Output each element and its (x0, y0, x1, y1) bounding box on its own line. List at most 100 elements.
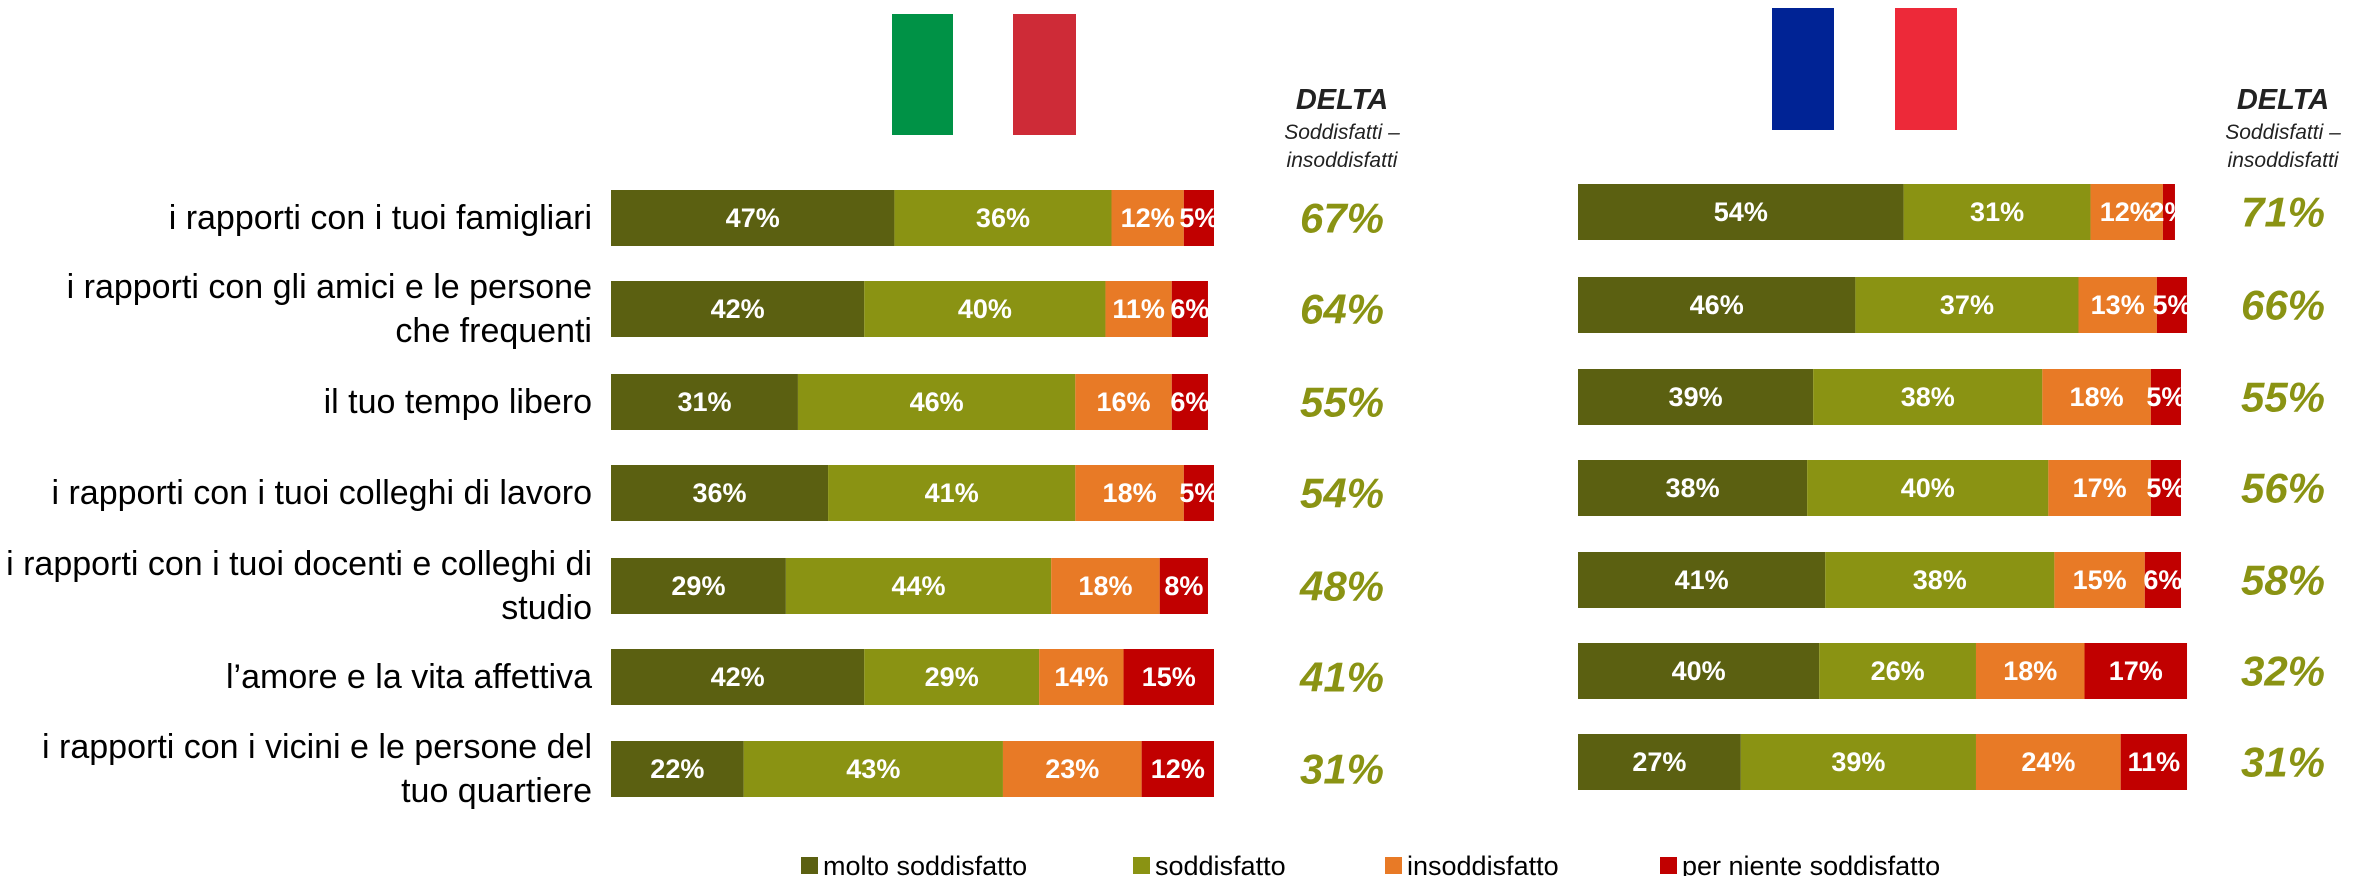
value-label: 31% (1970, 197, 2024, 227)
delta-value: 58% (2241, 557, 2325, 604)
legend-swatch (1133, 857, 1150, 874)
bar-segment (1855, 277, 2079, 333)
flag-stripe (1772, 8, 1834, 130)
bar-segment (1039, 649, 1124, 705)
bar-segment (2090, 184, 2163, 240)
bar-segment (797, 374, 1076, 430)
bar-segment (1903, 184, 2091, 240)
delta-value: 48% (1299, 563, 1384, 610)
value-label: 40% (1672, 656, 1726, 686)
bar-segment (1578, 643, 1820, 699)
delta-value: 31% (2241, 739, 2325, 786)
bar-segment (2144, 552, 2181, 608)
value-label: 41% (925, 478, 979, 508)
value-label: 43% (846, 754, 900, 784)
bar-segment (1825, 552, 2055, 608)
value-label: 29% (671, 571, 725, 601)
value-label: 17% (2073, 473, 2127, 503)
value-label: 6% (2143, 565, 2182, 595)
bar-segment (1183, 190, 1214, 246)
value-label: 12% (1151, 754, 1205, 784)
bar-segment (1171, 374, 1208, 430)
bar-segment (2162, 184, 2175, 240)
legend-label: insoddisfatto (1407, 851, 1559, 876)
value-label: 38% (1913, 565, 1967, 595)
value-label: 15% (2073, 565, 2127, 595)
bar-segment (2120, 734, 2188, 790)
value-label: 36% (976, 203, 1030, 233)
bar-segment (1975, 643, 2085, 699)
value-label: 8% (1164, 571, 1203, 601)
category-label: i rapporti con i tuoi docenti e colleghi… (6, 545, 592, 627)
bar-segment (1975, 734, 2121, 790)
flag-stripe (1834, 8, 1895, 130)
bar-segment (864, 281, 1106, 337)
value-label: 46% (1690, 290, 1744, 320)
value-label: 11% (1112, 294, 1165, 324)
delta-value: 41% (1299, 654, 1384, 701)
delta-value: 67% (1300, 195, 1384, 242)
category-label: i rapporti con i vicini e le persone del… (42, 728, 592, 810)
value-label: 18% (2003, 656, 2057, 686)
bar-segment (611, 465, 829, 521)
bar-segment (611, 649, 865, 705)
bar-segment (2078, 277, 2157, 333)
value-label: 5% (2152, 290, 2191, 320)
bar-segment (1075, 374, 1172, 430)
delta-subtitle: Soddisfatti – insoddisfatti (2225, 121, 2341, 172)
delta-subtitle: Soddisfatti – insoddisfatti (1284, 121, 1400, 172)
value-label: 2% (2149, 197, 2188, 227)
value-label: 26% (1871, 656, 1925, 686)
category-label: il tuo tempo libero (323, 383, 592, 421)
bar-segment (785, 558, 1052, 614)
value-label: 5% (1179, 203, 1218, 233)
flag-italy (892, 14, 1076, 135)
legend-swatch (1660, 857, 1677, 874)
flag-stripe (953, 14, 1013, 135)
bar-segment (1578, 552, 1826, 608)
value-label: 40% (1901, 473, 1955, 503)
delta-title: DELTA (1295, 84, 1389, 116)
flag-france (1772, 8, 1957, 130)
value-label: 16% (1097, 387, 1151, 417)
flag-stripe (1895, 8, 1957, 130)
legend-label: per niente soddisfatto (1682, 851, 1940, 876)
value-label: 44% (892, 571, 946, 601)
legend-label: soddisfatto (1155, 851, 1286, 876)
value-label: 23% (1045, 754, 1099, 784)
bar-segment (1075, 465, 1184, 521)
delta-value: 55% (1300, 379, 1384, 426)
delta-value: 55% (2241, 374, 2325, 421)
legend-swatch (801, 857, 818, 874)
value-label: 31% (677, 387, 731, 417)
bar-segment (1813, 369, 2043, 425)
value-label: 5% (2146, 382, 2185, 412)
bar-segment (1111, 190, 1184, 246)
delta-value: 31% (1300, 746, 1384, 793)
bar-segment (1051, 558, 1160, 614)
category-label: l’amore e la vita affettiva (226, 658, 592, 696)
bar-segment (1807, 460, 2049, 516)
value-label: 22% (650, 754, 704, 784)
value-label: 41% (1675, 565, 1729, 595)
value-label: 46% (910, 387, 964, 417)
bar-segment (743, 741, 1003, 797)
bar-segment (2042, 369, 2151, 425)
delta-value: 32% (2241, 648, 2325, 695)
value-label: 38% (1666, 473, 1720, 503)
bar-segment (828, 465, 1076, 521)
delta-title: DELTA (2236, 84, 2330, 116)
bar-segment (1183, 465, 1214, 521)
bar-segment (1578, 460, 1808, 516)
value-label: 36% (693, 478, 747, 508)
bar-segment (1578, 184, 1904, 240)
legend-label: molto soddisfatto (823, 851, 1027, 876)
value-label: 15% (1142, 662, 1196, 692)
bar-segment (2054, 552, 2145, 608)
bar-segment (1578, 734, 1741, 790)
value-label: 29% (925, 662, 979, 692)
bar-segment (1141, 741, 1214, 797)
flag-stripe (1013, 14, 1076, 135)
